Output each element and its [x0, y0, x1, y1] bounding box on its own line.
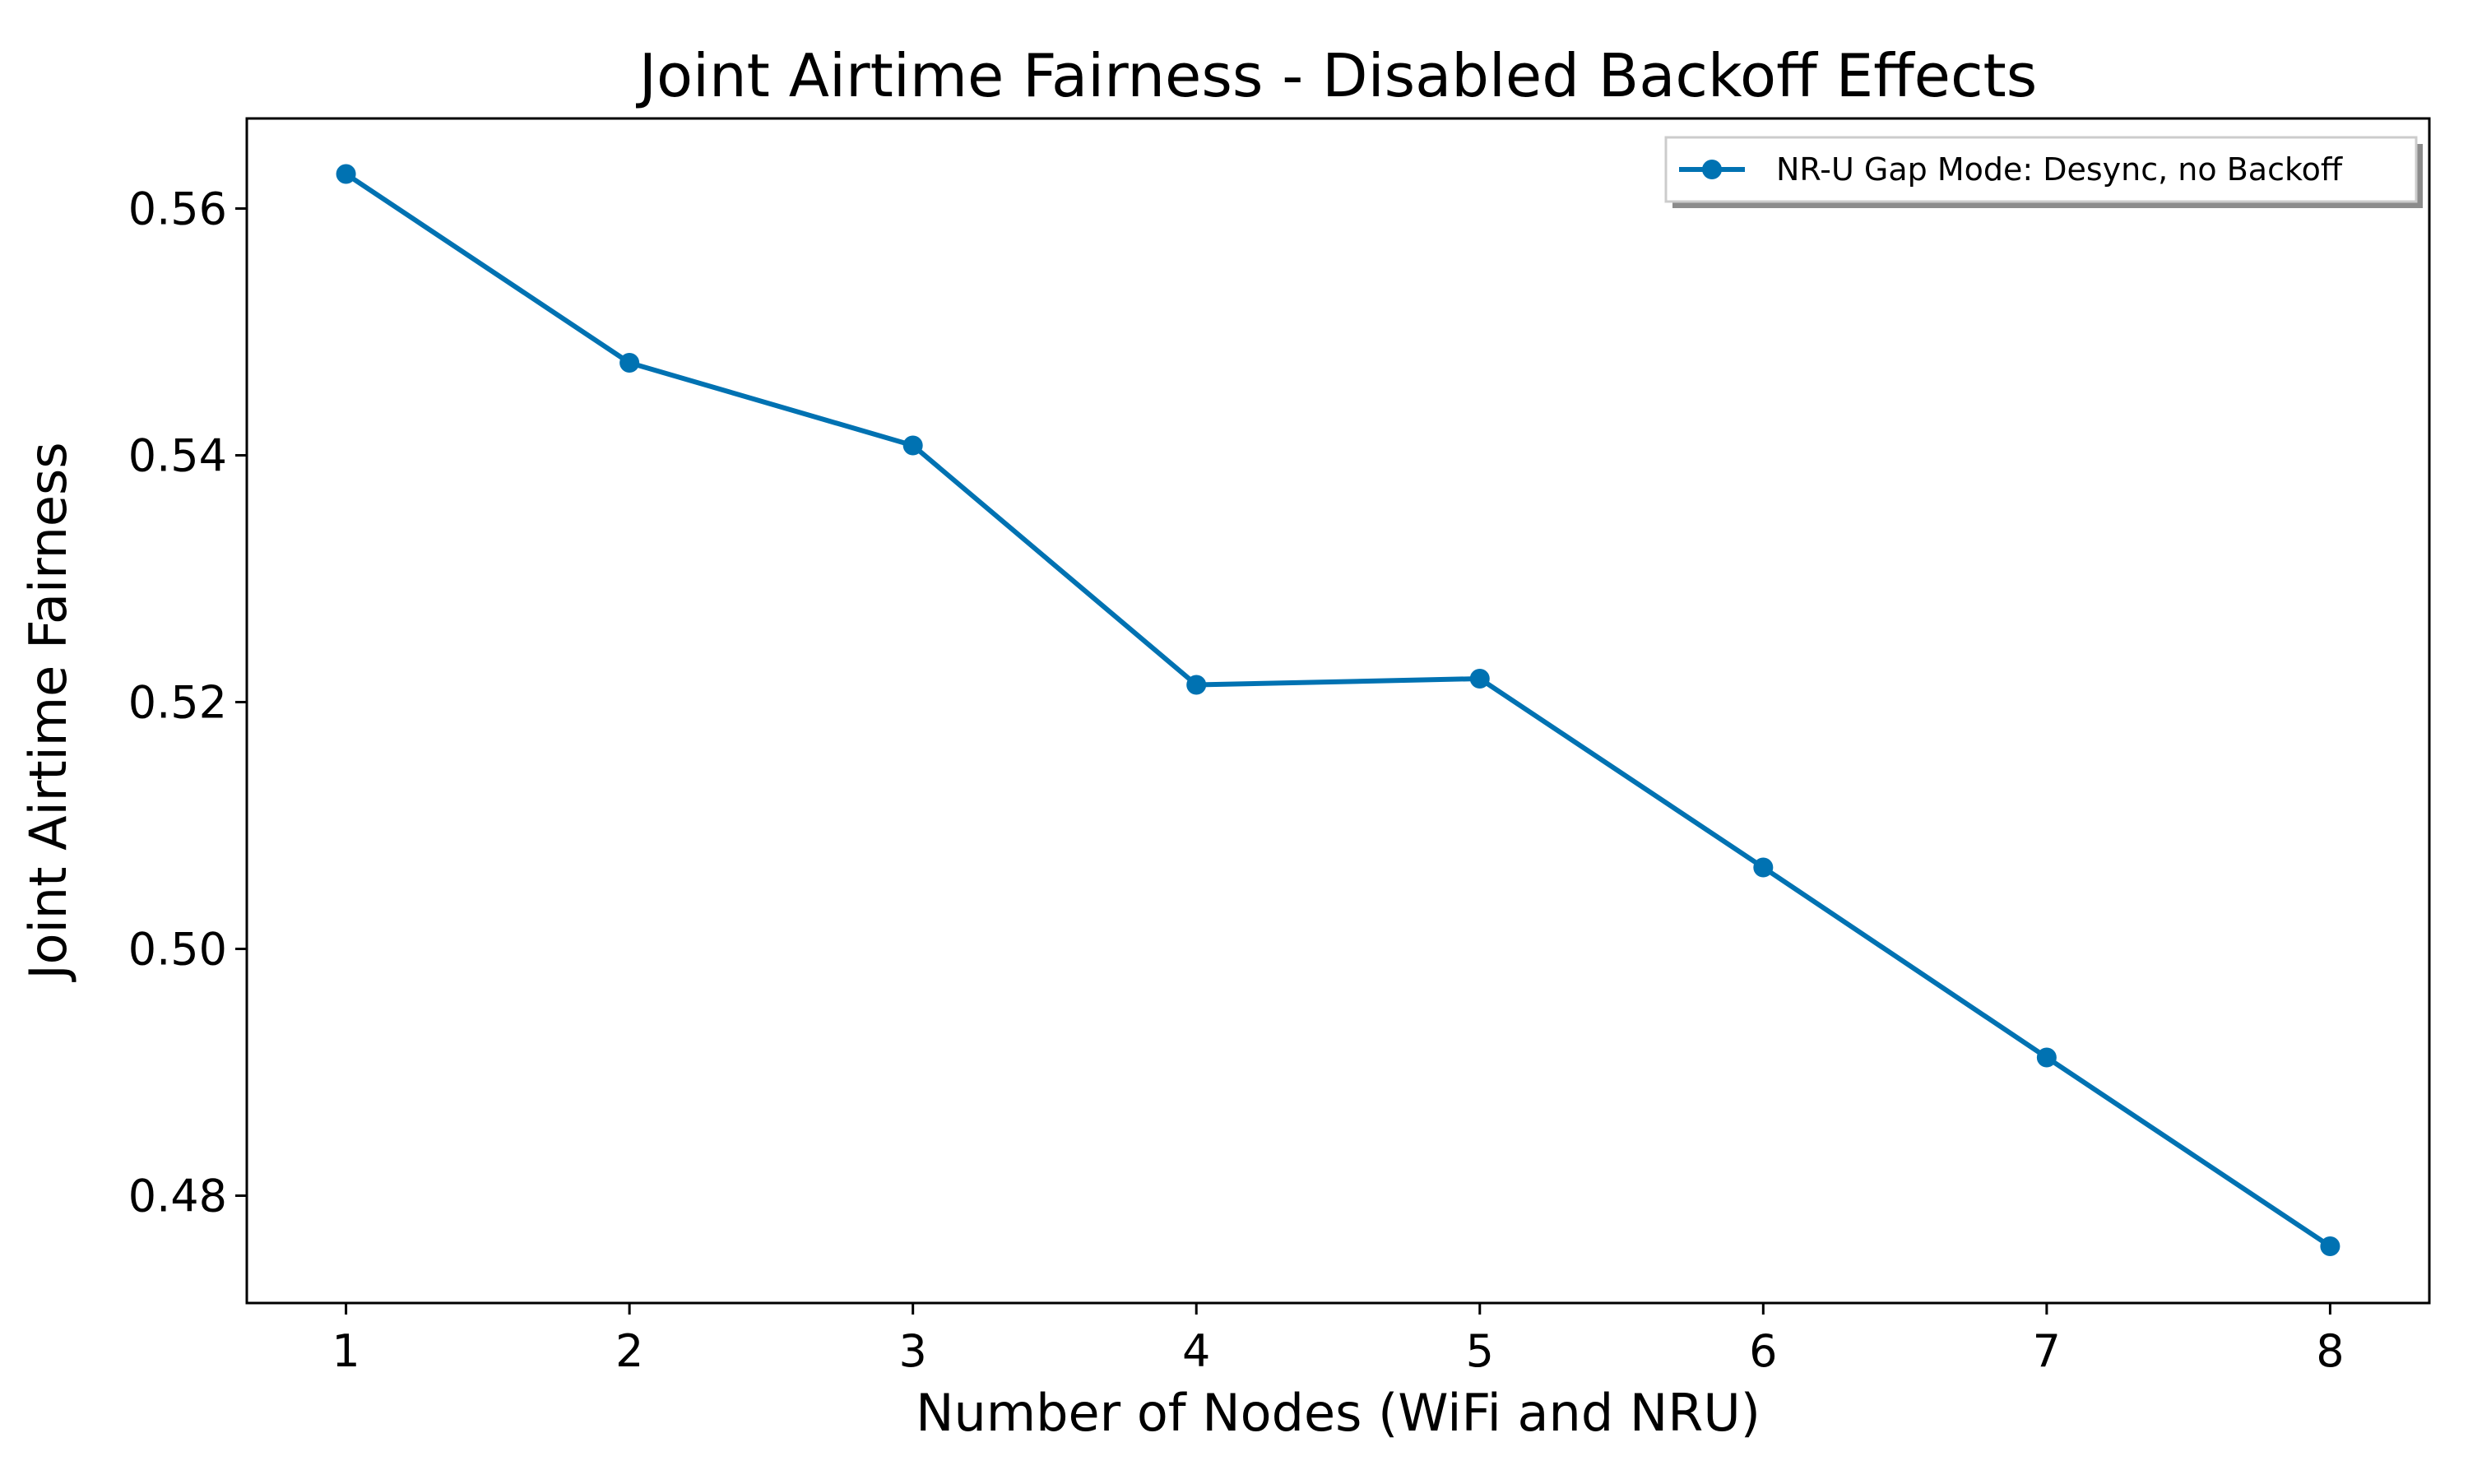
legend-label: NR-U Gap Mode: Desync, no Backoff: [1776, 151, 2343, 188]
x-axis-label: Number of Nodes (WiFi and NRU): [916, 1383, 1761, 1443]
data-point: [1186, 675, 1207, 695]
data-point: [2320, 1236, 2340, 1256]
legend: NR-U Gap Mode: Desync, no Backoff: [1664, 136, 2423, 208]
y-axis-label: Joint Airtime Fairness: [18, 442, 78, 982]
data-point: [619, 353, 640, 373]
axes: 1 2 3 4 5 6 7 8 0.48 0.50 0.52 0.54 0.56: [128, 117, 2431, 1377]
x-tick-label: 3: [899, 1325, 927, 1377]
data-point: [902, 435, 923, 456]
y-tick-label: 0.48: [128, 1171, 227, 1222]
y-tick-label: 0.54: [128, 430, 227, 482]
data-point: [2036, 1047, 2057, 1068]
data-point: [1469, 669, 1490, 689]
plot-frame: [245, 117, 2431, 1305]
y-tick-label: 0.56: [128, 183, 227, 235]
x-tick-label: 6: [1749, 1325, 1777, 1377]
x-tick-label: 4: [1182, 1325, 1210, 1377]
series-layer: [336, 164, 2340, 1256]
legend-box: [1664, 136, 2418, 203]
y-tick-label: 0.52: [128, 677, 227, 729]
x-tick-label: 7: [2033, 1325, 2061, 1377]
x-tick-label: 5: [1466, 1325, 1494, 1377]
x-tick-label: 1: [332, 1325, 360, 1377]
chart-title: Joint Airtime Fairness - Disabled Backof…: [636, 41, 2038, 110]
data-point: [1753, 857, 1774, 878]
x-tick-label: 8: [2316, 1325, 2344, 1377]
data-point: [336, 164, 356, 184]
x-tick-label: 2: [615, 1325, 643, 1377]
series-line: [343, 171, 2333, 1249]
legend-marker-swatch: [1702, 160, 1722, 179]
y-tick-label: 0.50: [128, 924, 227, 976]
